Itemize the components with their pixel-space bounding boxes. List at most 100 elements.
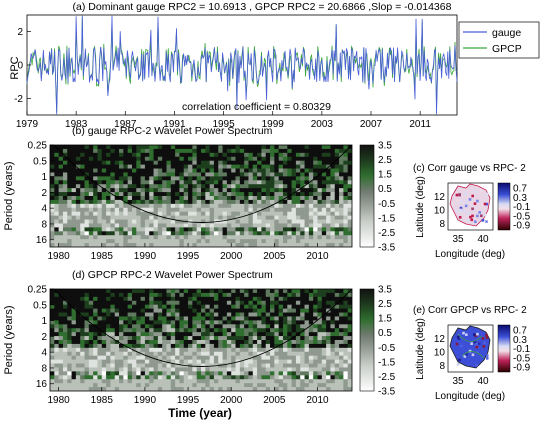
- panel-b-power-cell: [136, 227, 141, 232]
- panel-b-power-cell: [218, 207, 223, 213]
- panel-d-power-cell: [291, 312, 297, 317]
- panel-b-power-cell: [347, 219, 352, 224]
- panel-d-power-cell: [291, 300, 297, 306]
- panel-b-xtick-label: 1995: [177, 251, 200, 262]
- panel-d-power-cell: [334, 304, 340, 310]
- panel-b-power-cell: [330, 235, 336, 240]
- panel-b-power-cell: [54, 215, 60, 220]
- panel-d-power-cell: [339, 351, 344, 357]
- panel-d-power-cell: [80, 336, 85, 341]
- panel-b-power-cell: [144, 227, 150, 232]
- panel-b-power-cell: [226, 231, 232, 236]
- panel-d-power-cell: [88, 355, 94, 361]
- panel-d-power-cell: [343, 296, 349, 302]
- panel-d-power-cell: [144, 340, 150, 345]
- panel-d-power-cell: [261, 332, 267, 337]
- panel-d-power-cell: [170, 375, 176, 380]
- panel-b-power-cell: [114, 223, 120, 228]
- panel-e-ytick-label: 8: [439, 361, 445, 372]
- panel-d-power-cell: [317, 371, 323, 376]
- panel-d-power-cell: [123, 367, 129, 372]
- panel-d-power-cell: [84, 340, 90, 345]
- panel-b-power-cell: [144, 180, 150, 185]
- panel-d-colorbar-tick-label: -2.5: [378, 372, 396, 383]
- panel-b-power-cell: [265, 145, 271, 150]
- panel-b-power-cell: [75, 148, 81, 154]
- panel-c-cell: [470, 218, 474, 222]
- panel-d-power-cell: [218, 289, 223, 294]
- panel-d-power-cell: [50, 351, 55, 357]
- panel-d-power-cell: [248, 351, 254, 357]
- panel-d-power-cell: [101, 332, 107, 337]
- panel-b-power-cell: [188, 148, 193, 154]
- panel-b-power-cell: [84, 227, 90, 232]
- panel-b-power-cell: [183, 235, 189, 240]
- panel-b-power-cell: [192, 164, 198, 169]
- panel-b-power-cell: [248, 156, 254, 162]
- panel-b-power-cell: [162, 176, 167, 181]
- panel-b-power-cell: [97, 180, 103, 185]
- panel-b-power-cell: [304, 184, 310, 189]
- panel-b-power-cell: [205, 203, 211, 209]
- panel-b-power-cell: [326, 219, 331, 224]
- panel-b-power-cell: [278, 172, 284, 177]
- panel-d-power-cell: [166, 332, 172, 337]
- panel-d-power-cell: [265, 340, 271, 345]
- panel-b-power-cell: [244, 203, 249, 209]
- panel-b-power-cell: [291, 219, 297, 224]
- panel-d-power-cell: [274, 304, 280, 310]
- panel-b-power-cell: [162, 211, 167, 217]
- panel-d-power-cell: [114, 320, 120, 325]
- panel-b-power-cell: [50, 172, 55, 177]
- panel-b-colorbar-tick-label: 3.5: [378, 141, 392, 152]
- panel-b-power-cell: [321, 176, 327, 181]
- panel-d-power-cell: [252, 340, 258, 345]
- panel-b-power-cell: [274, 196, 280, 201]
- panel-d-power-cell: [140, 355, 146, 361]
- panel-d-power-cell: [291, 355, 297, 361]
- panel-b-power-cell: [300, 215, 305, 220]
- panel-d-power-cell: [235, 343, 241, 349]
- panel-b-power-cell: [140, 152, 146, 158]
- panel-b-power-cell: [347, 215, 352, 220]
- panel-d-power-cell: [291, 359, 297, 364]
- panel-d-power-cell: [97, 336, 103, 341]
- panel-b-power-cell: [201, 223, 206, 228]
- panel-b-power-cell: [179, 184, 185, 189]
- panel-d-power-cell: [101, 336, 107, 341]
- panel-b-power-cell: [131, 231, 137, 236]
- panel-d-power-cell: [110, 383, 116, 388]
- panel-b-power-cell: [196, 180, 202, 185]
- panel-b-power-cell: [347, 227, 352, 232]
- panel-b-power-cell: [58, 223, 64, 228]
- panel-b-power-cell: [347, 192, 352, 197]
- panel-d-power-cell: [291, 316, 297, 321]
- panel-d-power-cell: [339, 387, 344, 391]
- panel-b-power-cell: [140, 145, 146, 150]
- panel-d-power-cell: [188, 320, 193, 325]
- panel-b-power-cell: [80, 215, 85, 220]
- panel-d-power-cell: [213, 324, 219, 329]
- panel-d-power-cell: [106, 292, 111, 298]
- panel-b-power-cell: [244, 145, 249, 150]
- panel-b-power-cell: [239, 160, 245, 166]
- panel-b-power-cell: [261, 203, 267, 209]
- panel-d-power-cell: [153, 359, 159, 364]
- panel-d-power-cell: [170, 312, 176, 317]
- panel-d-power-cell: [136, 383, 141, 388]
- panel-d-power-cell: [80, 355, 85, 361]
- panel-d-power-cell: [244, 363, 249, 368]
- panel-b-power-cell: [123, 160, 129, 166]
- panel-c-cell: [476, 199, 479, 203]
- panel-b-power-cell: [295, 156, 301, 162]
- panel-d-power-cell: [270, 379, 275, 384]
- panel-b-power-cell: [317, 184, 323, 189]
- panel-d-power-cell: [201, 316, 206, 321]
- panel-d-power-cell: [274, 383, 280, 388]
- panel-b-power-cell: [265, 231, 271, 236]
- panel-b-power-cell: [80, 168, 85, 173]
- panel-b-power-cell: [265, 184, 271, 189]
- panel-d-power-cell: [179, 371, 185, 376]
- panel-d-power-cell: [71, 387, 77, 391]
- panel-b-power-cell: [80, 196, 85, 201]
